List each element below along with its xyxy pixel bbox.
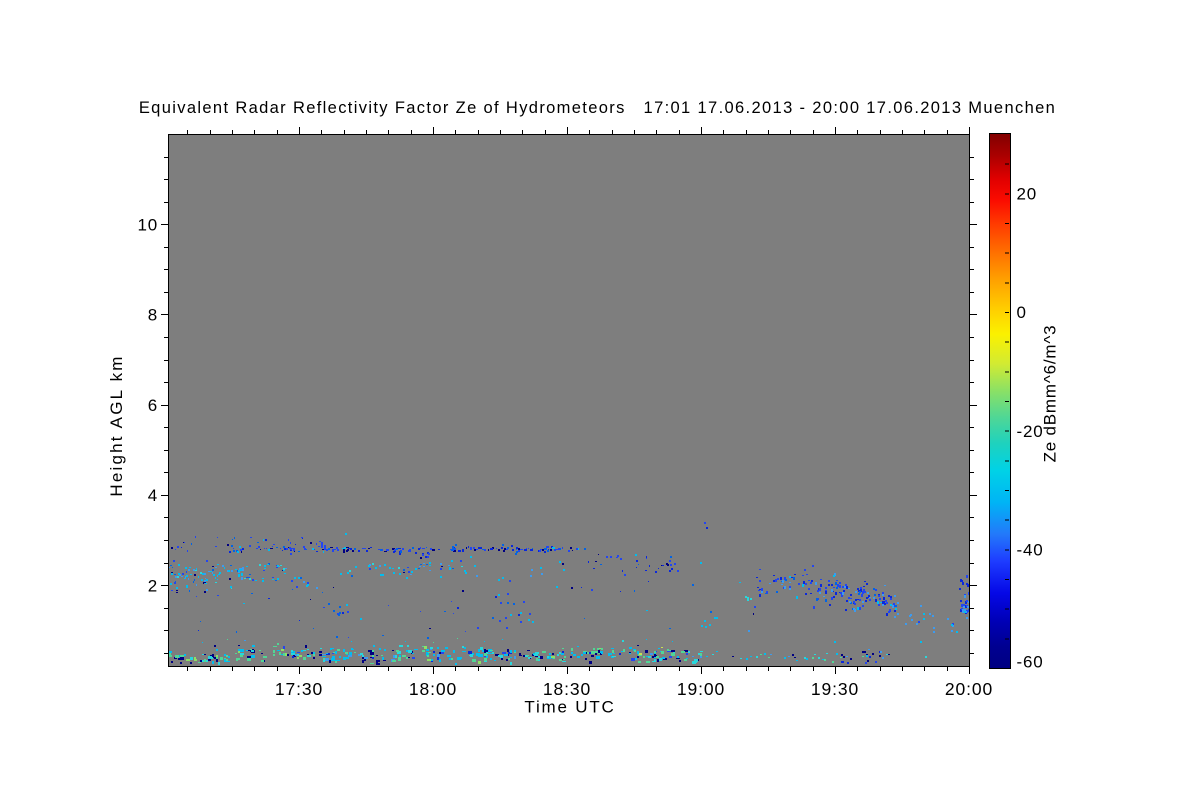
svg-text:17:30: 17:30 [275, 679, 323, 699]
svg-text:0: 0 [1017, 303, 1027, 322]
svg-text:Time UTC: Time UTC [524, 698, 615, 717]
svg-text:6: 6 [148, 396, 158, 415]
svg-text:10: 10 [137, 216, 158, 235]
svg-text:4: 4 [148, 486, 158, 505]
svg-text:-40: -40 [1017, 541, 1044, 560]
svg-text:20:00: 20:00 [945, 679, 993, 699]
svg-text:18:00: 18:00 [409, 679, 457, 699]
svg-text:2: 2 [148, 576, 158, 595]
svg-text:Equivalent Radar Reflectivity: Equivalent Radar Reflectivity Factor Ze … [139, 99, 1056, 117]
svg-text:Ze dBmm^6/m^3: Ze dBmm^6/m^3 [1041, 325, 1060, 463]
svg-text:-60: -60 [1017, 653, 1044, 672]
svg-text:20: 20 [1017, 185, 1038, 204]
svg-text:8: 8 [148, 306, 158, 325]
svg-text:Height AGL km: Height AGL km [107, 354, 126, 496]
svg-text:-20: -20 [1017, 422, 1044, 441]
svg-text:19:00: 19:00 [677, 679, 725, 699]
svg-text:19:30: 19:30 [811, 679, 859, 699]
svg-text:18:30: 18:30 [543, 679, 591, 699]
